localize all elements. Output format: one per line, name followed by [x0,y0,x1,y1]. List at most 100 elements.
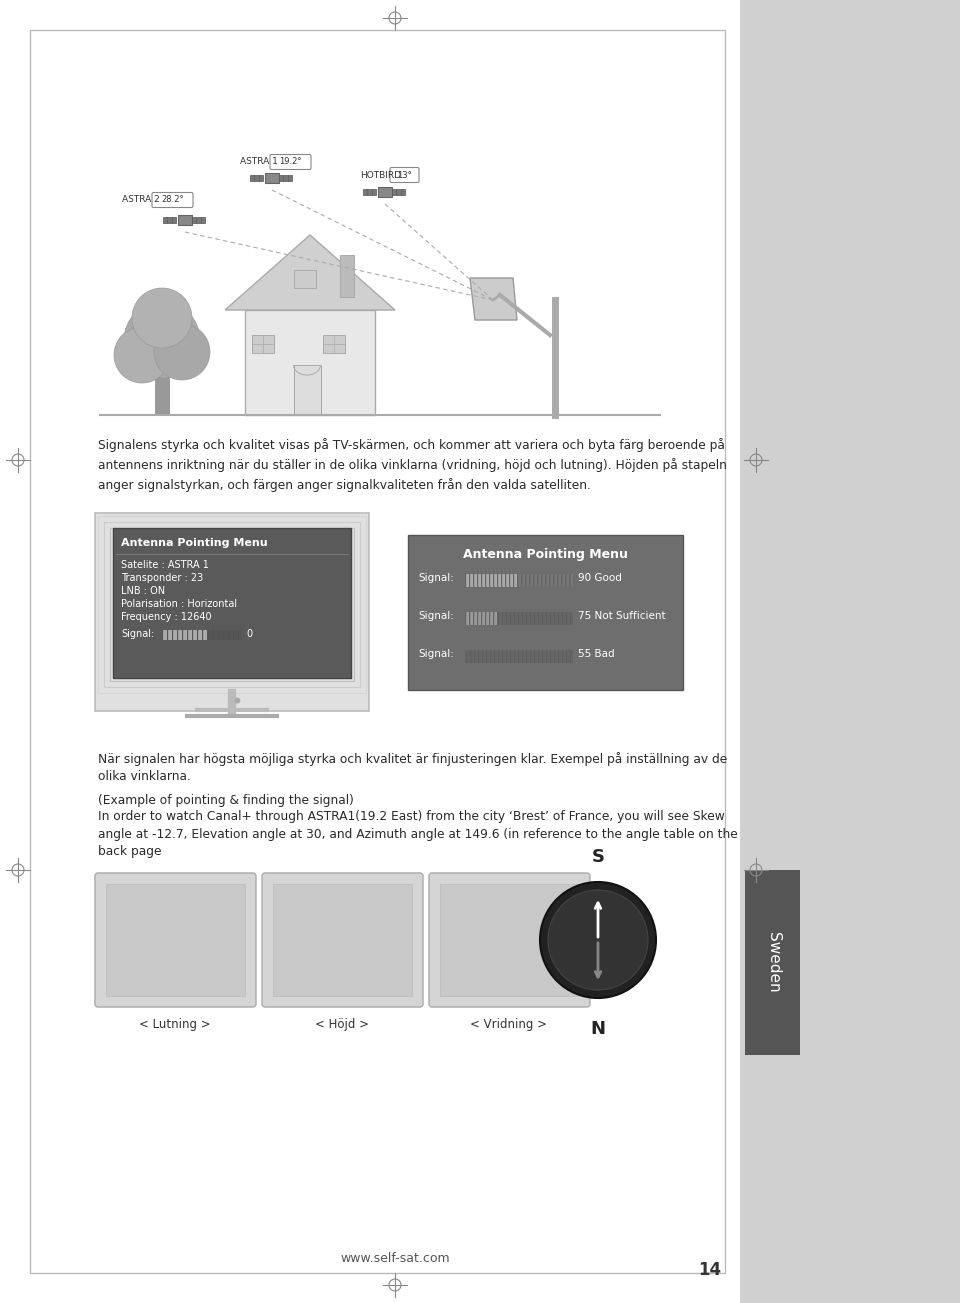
Bar [510,612,513,625]
Bar [558,612,561,625]
Text: olika vinklarna.: olika vinklarna. [98,770,191,783]
Bar [562,650,565,663]
Bar [554,650,557,663]
Circle shape [154,324,210,380]
FancyBboxPatch shape [270,155,311,169]
Bar [486,650,489,663]
Bar [363,189,376,194]
Bar [506,575,509,586]
Circle shape [132,288,192,348]
Bar [482,650,485,663]
Bar [340,255,354,297]
Text: (Example of pointing & finding the signal): (Example of pointing & finding the signa… [98,794,354,807]
Bar [518,575,521,586]
Bar [408,536,683,691]
Bar [498,650,501,663]
Bar [530,650,533,663]
Bar [478,575,481,586]
Bar [554,612,557,625]
Bar [183,629,187,640]
Bar [95,513,369,711]
Bar [542,575,545,586]
Bar [203,629,207,640]
Bar [538,575,541,586]
Bar [546,612,549,625]
Bar [0,0,740,1303]
Bar [538,650,541,663]
Text: N: N [590,1020,606,1038]
Bar [478,612,481,625]
Bar [470,612,473,625]
Polygon shape [225,235,395,310]
Bar [542,650,545,663]
Bar [490,650,493,663]
Bar [193,629,197,640]
Bar [526,650,529,663]
Text: Signalens styrka och kvalitet visas på TV-skärmen, och kommer att variera och by: Signalens styrka och kvalitet visas på T… [98,438,725,452]
Bar [534,575,537,586]
Bar [570,650,573,663]
Bar [213,629,217,640]
Bar [514,650,517,663]
Text: Frequency : 12640: Frequency : 12640 [121,612,211,622]
Bar [478,650,481,663]
Bar [104,523,360,687]
Bar [522,650,525,663]
Bar [294,365,321,414]
Bar [498,612,501,625]
Text: Antenna Pointing Menu: Antenna Pointing Menu [121,538,268,549]
Bar [510,650,513,663]
Bar [474,650,477,663]
Bar [530,575,533,586]
Text: ASTRA 2: ASTRA 2 [122,195,159,205]
Bar [466,612,469,625]
Text: < Höjd >: < Höjd > [315,1018,369,1031]
Text: antennens inriktning när du ställer in de olika vinklarna (vridning, höjd och lu: antennens inriktning när du ställer in d… [98,457,727,472]
Bar [218,629,222,640]
Bar [110,528,354,681]
Bar [273,883,412,995]
Bar [279,176,292,181]
Text: Polarisation : Horizontal: Polarisation : Horizontal [121,599,237,609]
Bar [494,575,497,586]
Text: angle at -12.7, Elevation angle at 30, and Azimuth angle at 149.6 (in reference : angle at -12.7, Elevation angle at 30, a… [98,827,737,840]
Text: Transponder : 23: Transponder : 23 [121,573,204,582]
Circle shape [548,890,648,990]
Bar [494,650,497,663]
Bar [562,575,565,586]
Bar [490,612,493,625]
Bar [168,629,172,640]
Text: LNB : ON: LNB : ON [121,586,165,595]
Bar [474,612,477,625]
Bar [514,612,517,625]
Bar [566,650,569,663]
Text: Satelite : ASTRA 1: Satelite : ASTRA 1 [121,560,209,569]
Bar [163,218,176,223]
Bar [518,612,521,625]
Bar [494,612,497,625]
FancyBboxPatch shape [429,873,590,1007]
Polygon shape [470,278,517,321]
Text: Signal:: Signal: [418,611,454,622]
Bar [173,629,177,640]
Bar [522,612,525,625]
Bar [30,30,725,1273]
FancyBboxPatch shape [152,193,193,207]
Bar [294,270,316,288]
Bar [113,528,351,678]
Bar [522,575,525,586]
Bar [178,629,182,640]
Text: 90 Good: 90 Good [578,573,622,582]
Bar [740,0,960,1303]
Bar [482,612,485,625]
Bar [506,612,509,625]
Text: In order to watch Canal+ through ASTRA1(19.2 East) from the city ‘Brest’ of Fran: In order to watch Canal+ through ASTRA1(… [98,810,725,823]
Bar [245,310,375,414]
FancyBboxPatch shape [390,168,419,182]
Bar [542,612,545,625]
Bar [474,575,477,586]
Text: Signal:: Signal: [418,649,454,659]
Bar [510,575,513,586]
Bar [490,575,493,586]
Bar [192,218,205,223]
